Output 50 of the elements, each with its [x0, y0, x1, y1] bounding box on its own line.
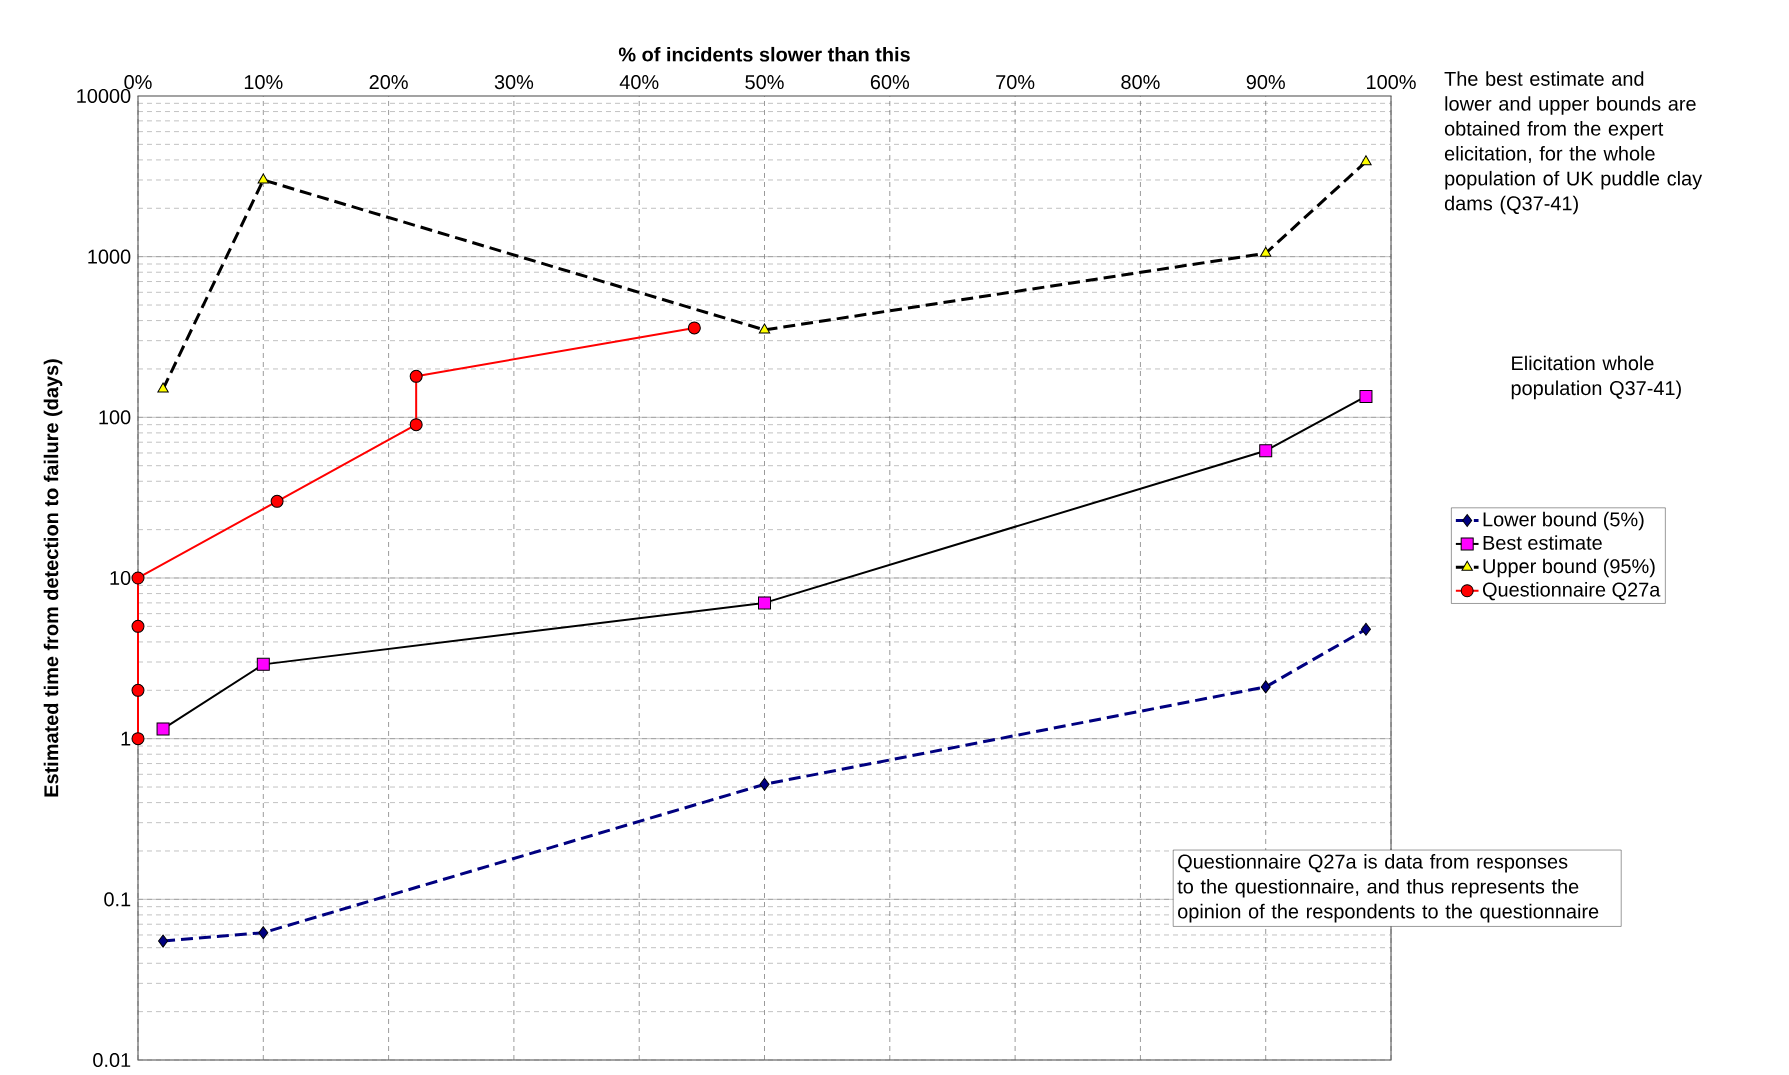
- point: [758, 596, 772, 610]
- point: [157, 382, 169, 393]
- x-tick-label: 40%: [619, 75, 659, 90]
- point: [409, 418, 423, 432]
- x-tick-label: 70%: [996, 75, 1035, 90]
- legend-label: Best estimate: [1483, 535, 1602, 550]
- x-tick-label: 30%: [494, 75, 534, 90]
- point: [1360, 622, 1371, 636]
- y-tick-label: 10: [110, 570, 131, 586]
- legend-label: Questionnaire Q27a: [1482, 582, 1661, 601]
- x-axis-title: % of incidents slower than this: [618, 46, 910, 62]
- point: [270, 494, 284, 508]
- point: [256, 657, 270, 671]
- text: The best estimate and lower and upper bounds are obtained from the expert elicitation, for the whole population of UK puddle clay dams (Q37-41): [1444, 71, 1703, 215]
- y-tick-label: 1000: [88, 249, 131, 264]
- point: [131, 619, 145, 633]
- legend-label: Lower bound (5%): [1483, 511, 1644, 531]
- x-tick-label: 20%: [369, 75, 408, 90]
- x-tick-label: 80%: [1121, 75, 1160, 90]
- point: [131, 571, 145, 585]
- point: [1359, 389, 1373, 403]
- point: [158, 934, 169, 948]
- point: [1360, 155, 1372, 166]
- point: [758, 323, 771, 334]
- point: [1259, 444, 1273, 458]
- point: [1260, 680, 1271, 694]
- legend-label: Upper bound (95%): [1483, 558, 1655, 578]
- y-tick-label: 0.01: [93, 1052, 131, 1068]
- point: [131, 732, 145, 746]
- x-tick-label: 10%: [244, 75, 283, 90]
- y-tick-label: 1: [121, 731, 131, 746]
- x-tick-label: 90%: [1246, 75, 1285, 90]
- x-tick-label: 100%: [1367, 75, 1416, 90]
- x-tick-label: 50%: [745, 75, 784, 90]
- point: [687, 321, 701, 335]
- point: [131, 683, 145, 697]
- y-tick-label: 100: [99, 410, 131, 425]
- point: [759, 777, 770, 791]
- point: [1260, 246, 1272, 257]
- point: [156, 722, 170, 736]
- point: [257, 173, 269, 184]
- x-tick-label: 60%: [870, 75, 910, 90]
- text: Elicitation whole population Q37-41): [1511, 355, 1681, 400]
- y-tick-label: 10000: [77, 88, 131, 104]
- point: [409, 369, 423, 383]
- point: [258, 926, 269, 940]
- y-axis-title: Estimated time from detection to failure (days): [43, 359, 63, 797]
- x-tick-label: 0%: [124, 75, 152, 90]
- annotation: Questionnaire Q27a is data from responses to the questionnaire, and thus represents the opinion of the respondents to the questionnaire: [1177, 854, 1599, 923]
- y-tick-label: 0.1: [104, 892, 131, 907]
